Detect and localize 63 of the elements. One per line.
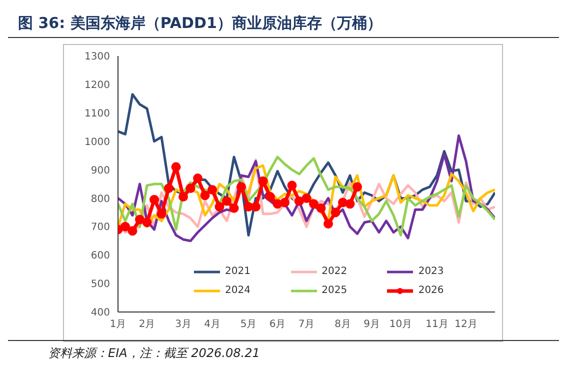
point <box>200 190 210 200</box>
point <box>330 208 340 218</box>
point <box>120 222 130 232</box>
point <box>294 196 304 206</box>
point <box>352 182 362 192</box>
chart-title: 图 36: 美国东海岸（PADD1）商业原油库存（万桶） <box>18 14 382 33</box>
point <box>280 198 290 208</box>
x-tick-label: 5月 <box>240 319 257 330</box>
x-tick-label: 4月 <box>204 319 220 330</box>
y-tick-label: 700 <box>90 222 110 234</box>
y-tick-label: 900 <box>90 165 110 176</box>
y-tick-label: 1300 <box>84 52 110 63</box>
point <box>171 162 181 172</box>
y-tick-label: 1100 <box>84 108 110 120</box>
x-tick-label: 2月 <box>138 319 156 330</box>
point <box>222 196 232 206</box>
point <box>338 198 348 208</box>
point <box>258 176 268 186</box>
point <box>208 184 217 194</box>
point <box>156 209 166 219</box>
x-tick-label: 7月 <box>298 319 315 330</box>
y-tick-label: 500 <box>90 279 110 290</box>
y-tick-label: 1000 <box>84 136 110 148</box>
legend-label: 2026 <box>418 285 444 296</box>
legend-label: 2024 <box>225 285 250 296</box>
point <box>302 193 312 203</box>
point <box>214 202 224 212</box>
point <box>236 182 246 192</box>
point <box>272 199 282 209</box>
y-tick-label: 1200 <box>84 80 110 91</box>
x-tick-label: 11月 <box>426 319 448 330</box>
x-tick-label: 9月 <box>364 319 380 330</box>
point <box>266 192 275 202</box>
point <box>345 199 355 209</box>
x-tick-label: 10月 <box>389 319 412 330</box>
x-tick-label: 8月 <box>334 319 351 330</box>
point <box>324 219 333 229</box>
y-tick-label: 800 <box>90 194 110 205</box>
legend-label: 2023 <box>418 266 444 277</box>
point <box>316 203 326 213</box>
point <box>164 184 174 194</box>
legend-label: 2021 <box>225 266 250 277</box>
point <box>142 218 152 228</box>
x-tick-label: 1月 <box>110 319 126 330</box>
point <box>287 180 297 190</box>
x-tick-label: 3月 <box>175 319 192 330</box>
point <box>244 202 254 212</box>
point <box>229 203 239 213</box>
point <box>309 199 318 209</box>
y-tick-label: 400 <box>90 308 110 319</box>
point <box>251 202 260 212</box>
point <box>150 194 159 204</box>
x-tick-label: 6月 <box>269 319 286 330</box>
point <box>128 226 138 236</box>
point <box>178 192 188 202</box>
legend-label: 2025 <box>322 285 348 296</box>
y-tick-label: 600 <box>90 250 110 262</box>
point <box>193 174 202 184</box>
text: 资料来源：EIA，注：截至 2026.08.21 <box>48 345 260 362</box>
point <box>135 214 144 224</box>
x-tick-label: 12月 <box>454 319 478 330</box>
point <box>186 184 196 194</box>
legend-label: 2022 <box>322 266 348 277</box>
